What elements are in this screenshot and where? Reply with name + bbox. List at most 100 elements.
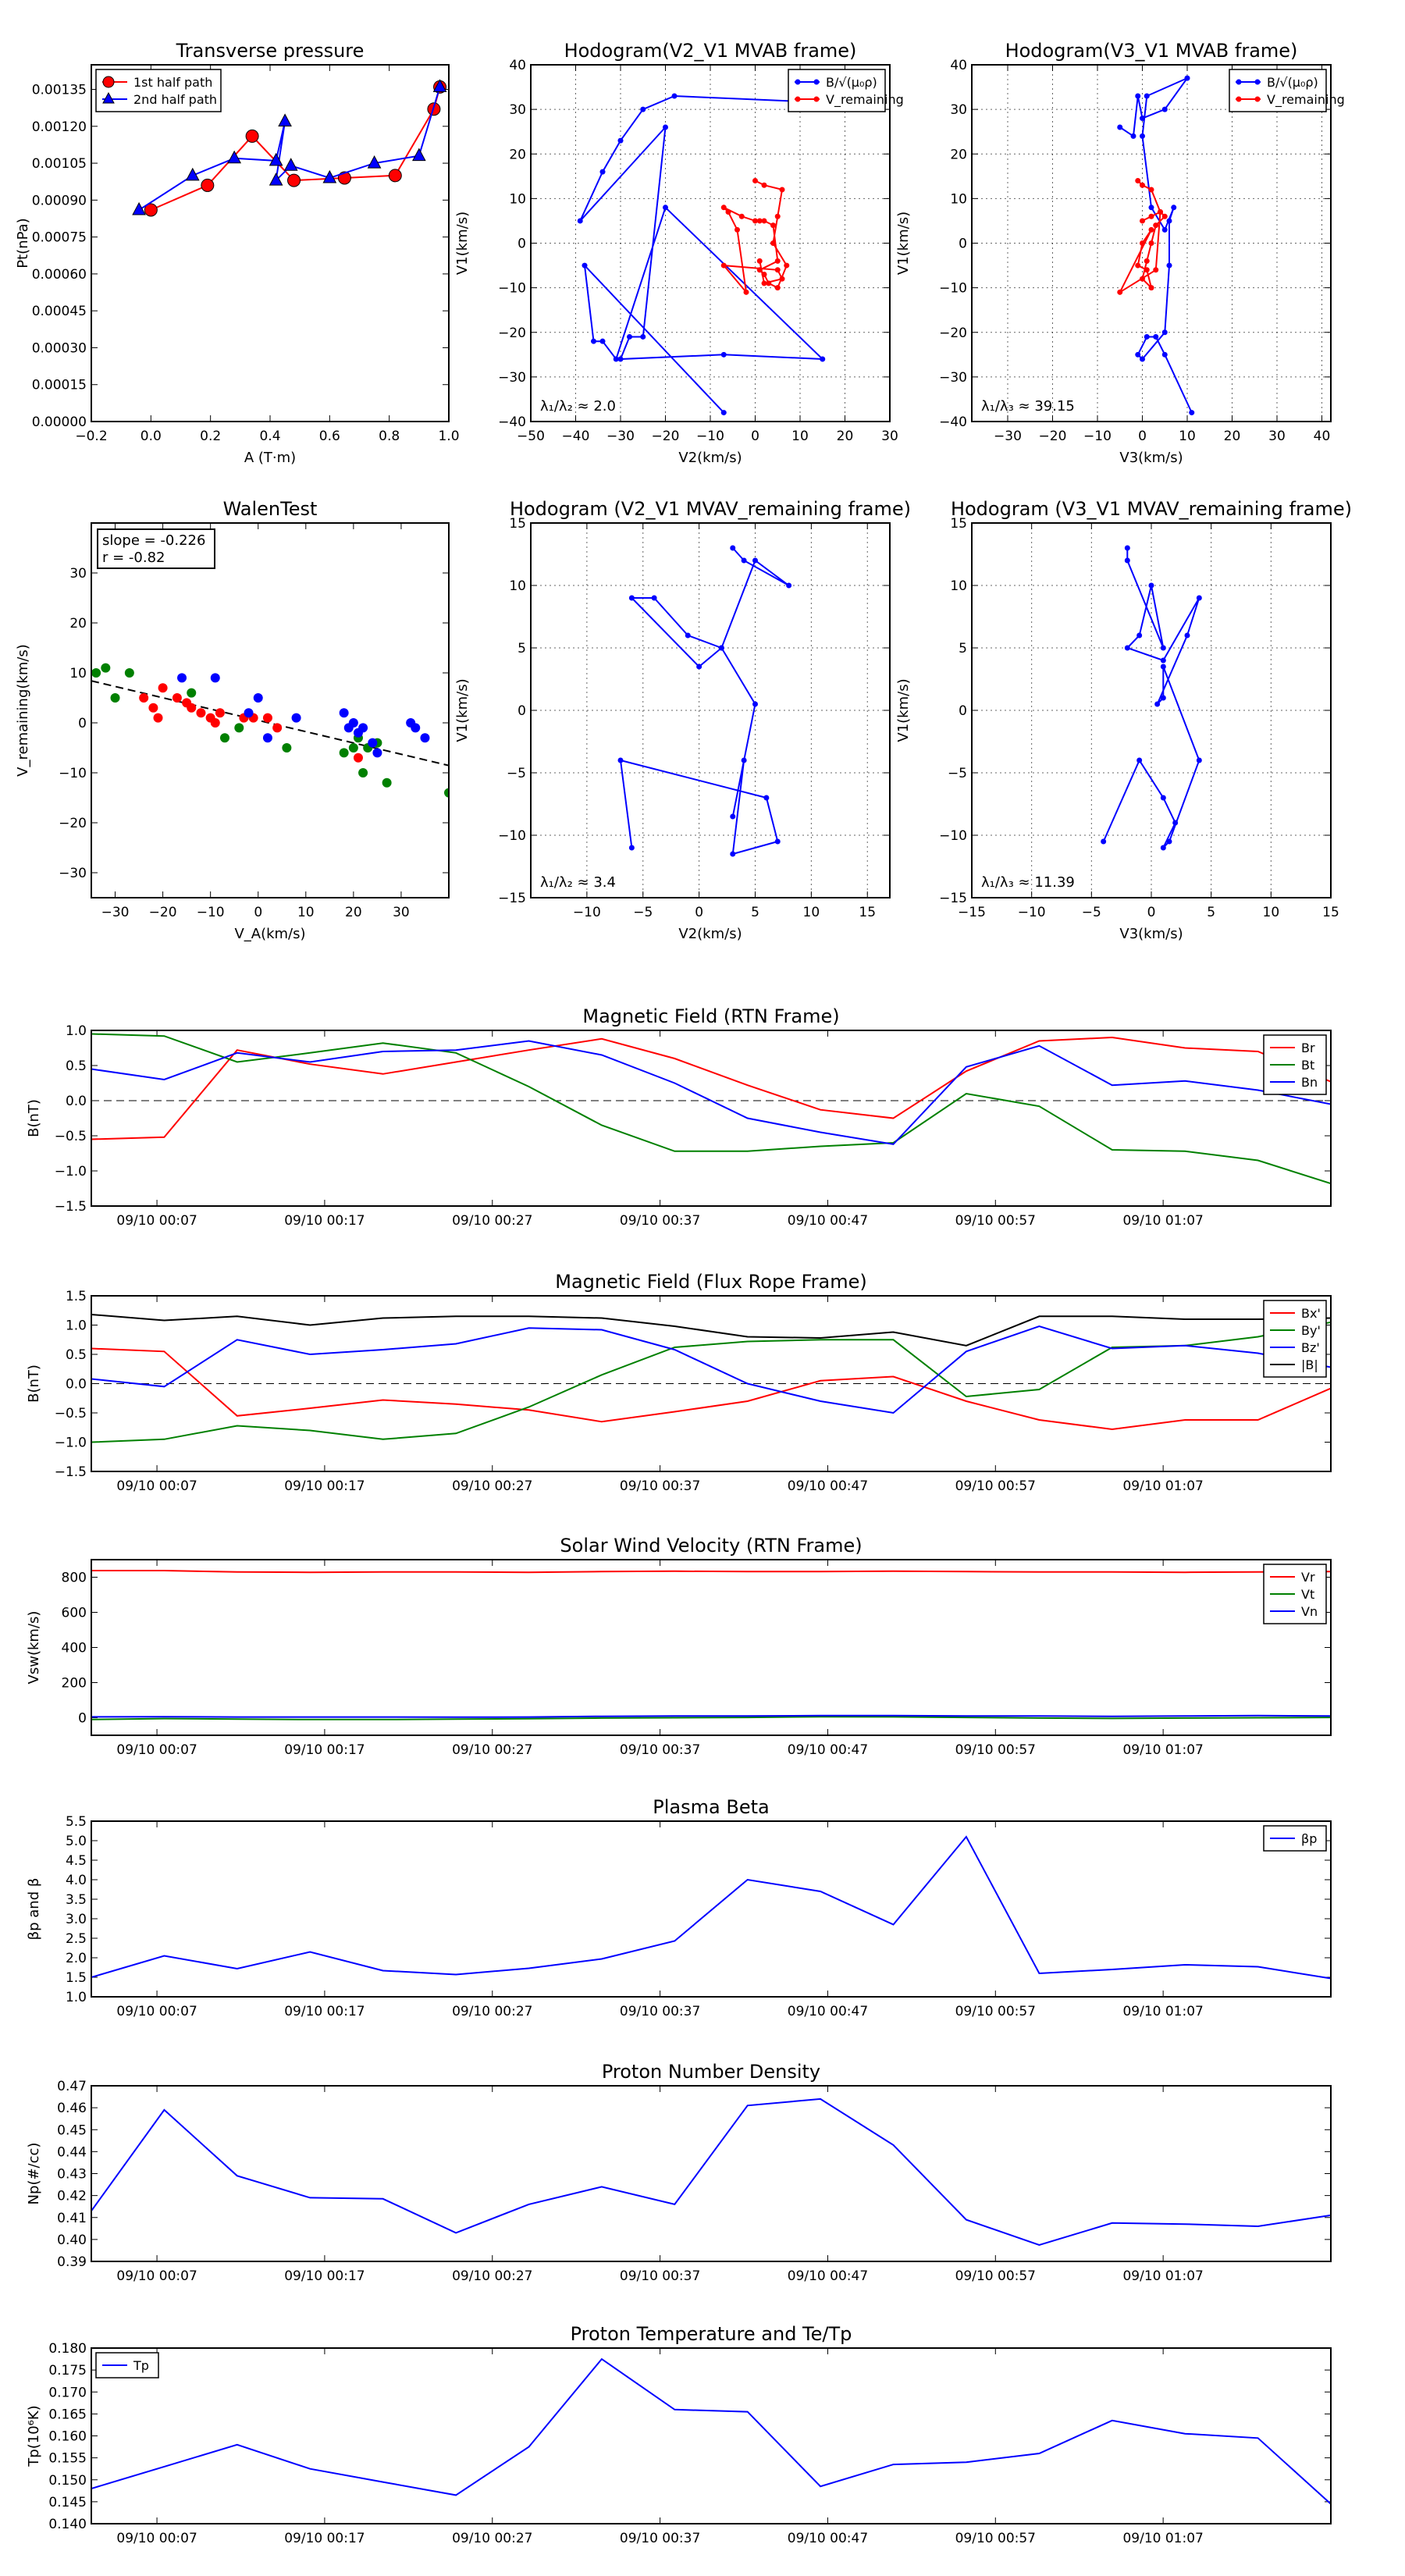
legend-label: V_remaining bbox=[1267, 92, 1345, 108]
y-tick-label: 20 bbox=[950, 147, 967, 162]
y-tick-label: 30 bbox=[69, 566, 87, 582]
plot-area bbox=[1101, 545, 1202, 851]
data-point bbox=[1172, 820, 1179, 826]
y-tick-label: 4.5 bbox=[66, 1853, 87, 1869]
data-point bbox=[720, 262, 727, 269]
x-tick-label: 09/10 00:47 bbox=[788, 1742, 868, 1758]
y-tick-label: 0.47 bbox=[57, 2079, 87, 2094]
legend-label: Vt bbox=[1301, 1587, 1314, 1602]
x-tick-label: 09/10 00:07 bbox=[116, 2004, 197, 2019]
data-point bbox=[132, 201, 146, 215]
data-point bbox=[210, 673, 220, 683]
y-tick-label: 1.0 bbox=[66, 1990, 87, 2005]
data-point bbox=[172, 693, 182, 703]
data-point bbox=[786, 582, 792, 589]
data-point bbox=[1117, 124, 1123, 130]
data-point bbox=[196, 708, 206, 718]
data-point bbox=[720, 351, 727, 358]
legend-label: 2nd half path bbox=[133, 92, 217, 107]
x-tick-label: 15 bbox=[859, 905, 876, 920]
data-point bbox=[1153, 333, 1159, 340]
y-tick-label: 30 bbox=[950, 102, 967, 118]
legend-label: Bx' bbox=[1301, 1306, 1321, 1321]
y-tick-label: 0 bbox=[78, 716, 87, 731]
data-point bbox=[1148, 582, 1154, 589]
legend: βp bbox=[1263, 1825, 1327, 1852]
x-tick-label: 10 bbox=[791, 429, 809, 444]
y-tick-label: 10 bbox=[950, 578, 967, 594]
data-point bbox=[1144, 93, 1150, 99]
y-tick-label: 0.00030 bbox=[32, 340, 87, 356]
legend-marker bbox=[1254, 79, 1261, 85]
y-tick-label: 0.0 bbox=[66, 1094, 87, 1109]
y-tick-label: 0.00060 bbox=[32, 267, 87, 283]
plot-frame bbox=[91, 2085, 1332, 2262]
x-tick-label: −10 bbox=[696, 429, 724, 444]
x-tick-label: −10 bbox=[1018, 905, 1046, 920]
series-line-Vt bbox=[91, 1716, 1331, 1720]
data-point bbox=[1135, 178, 1141, 184]
data-point bbox=[272, 723, 283, 733]
data-point bbox=[1153, 267, 1159, 273]
y-tick-label: 3.0 bbox=[66, 1912, 87, 1927]
chart-title: Transverse pressure bbox=[176, 40, 365, 62]
legend-label: βp bbox=[1301, 1831, 1317, 1846]
data-point bbox=[651, 595, 657, 601]
y-tick-label: 0 bbox=[518, 703, 526, 719]
y-tick-label: 40 bbox=[950, 58, 967, 73]
data-point bbox=[1144, 258, 1150, 264]
data-point bbox=[262, 733, 272, 743]
x-tick-label: 09/10 00:37 bbox=[620, 1742, 700, 1758]
x-tick-label: 09/10 00:37 bbox=[620, 2004, 700, 2019]
y-tick-label: 0.00105 bbox=[32, 156, 87, 172]
y-tick-label: 0.41 bbox=[57, 2211, 87, 2226]
data-point bbox=[372, 748, 382, 758]
y-tick-label: 0.145 bbox=[48, 2495, 87, 2510]
x-tick-label: 09/10 01:07 bbox=[1122, 1742, 1203, 1758]
x-tick-label: 10 bbox=[1179, 429, 1196, 444]
y-axis-label: V1(km/s) bbox=[454, 678, 471, 742]
x-tick-label: −20 bbox=[149, 905, 177, 920]
data-point bbox=[348, 743, 358, 753]
data-point bbox=[766, 280, 772, 286]
x-tick-label: 09/10 00:27 bbox=[452, 1742, 532, 1758]
y-tick-label: 0.5 bbox=[66, 1059, 87, 1074]
annotation-text: λ₁/λ₃ ≈ 39.15 bbox=[981, 398, 1075, 415]
y-tick-label: 3.5 bbox=[66, 1892, 87, 1908]
chart-title: Hodogram (V2_V1 MVAV_remaining frame) bbox=[510, 498, 911, 520]
data-point bbox=[124, 668, 134, 678]
y-axis-label: βp and β bbox=[26, 1878, 42, 1941]
data-point bbox=[185, 167, 200, 181]
y-axis-label: Tp(10⁶K) bbox=[26, 2405, 42, 2467]
x-tick-label: 09/10 00:57 bbox=[955, 1478, 1036, 1494]
data-point bbox=[735, 226, 740, 233]
legend: B/√(μ₀ρ) V_remaining bbox=[788, 69, 904, 112]
data-point bbox=[627, 333, 632, 340]
legend-label: V_remaining bbox=[826, 92, 904, 108]
x-axis-label: V2(km/s) bbox=[678, 926, 742, 942]
plot-frame bbox=[91, 2347, 1332, 2524]
data-point bbox=[278, 113, 292, 126]
data-point bbox=[613, 356, 619, 362]
y-tick-label: 0.140 bbox=[48, 2517, 87, 2532]
y-tick-label: 15 bbox=[509, 516, 526, 532]
y-tick-label: −0.5 bbox=[55, 1406, 87, 1421]
stats-box bbox=[97, 528, 215, 569]
data-point bbox=[582, 262, 588, 269]
y-tick-label: −5 bbox=[507, 766, 526, 781]
data-point bbox=[1136, 632, 1143, 639]
legend-label: 1st half path bbox=[133, 75, 212, 90]
x-tick-label: 09/10 00:07 bbox=[116, 1742, 197, 1758]
data-point bbox=[591, 338, 596, 344]
chart-temp: Proton Temperature and Te/Tp 0.140 0.145 0.… bbox=[26, 2323, 1332, 2546]
y-tick-label: 10 bbox=[69, 666, 87, 681]
data-point bbox=[1184, 632, 1190, 639]
x-tick-label: 09/10 00:47 bbox=[788, 2268, 868, 2284]
x-tick-label: 0.6 bbox=[319, 429, 340, 444]
y-tick-label: −5 bbox=[948, 766, 967, 781]
data-point bbox=[628, 595, 635, 601]
y-tick-label: 10 bbox=[509, 191, 526, 207]
y-tick-label: −20 bbox=[498, 326, 526, 341]
x-tick-label: 09/10 00:17 bbox=[284, 2531, 365, 2546]
plot-frame bbox=[91, 1820, 1332, 1998]
